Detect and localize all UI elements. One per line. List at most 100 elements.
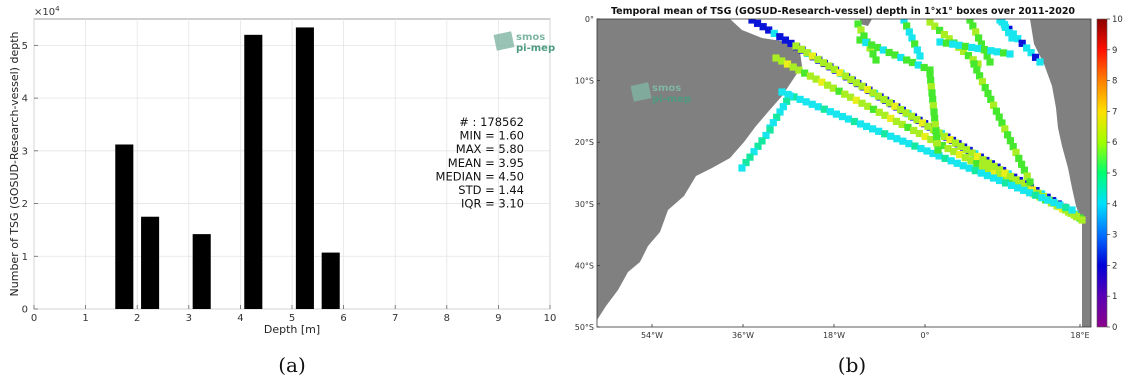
lon-tick-label: 18°W xyxy=(823,331,845,340)
track-cell xyxy=(880,95,888,104)
track-cell xyxy=(960,47,968,55)
track-cell xyxy=(748,19,756,24)
colorbar-tick-label: 8 xyxy=(1112,77,1117,87)
track-cell xyxy=(934,146,942,154)
track-cell xyxy=(973,152,982,161)
track-cell xyxy=(996,172,1004,180)
track-cell xyxy=(940,31,948,39)
track-cell xyxy=(1017,179,1026,187)
colorbar xyxy=(1096,18,1108,328)
colorbar-tick-label: 4 xyxy=(1112,200,1117,210)
histogram-y-label: Number of TSG (GOSUD-Research-vessel) de… xyxy=(8,31,21,296)
histogram-bar xyxy=(141,216,160,309)
track-cell xyxy=(995,166,1004,174)
track-cell xyxy=(1001,179,1010,187)
track-cell xyxy=(971,167,979,175)
track-cell xyxy=(879,46,887,54)
track-cell xyxy=(857,26,865,34)
x-tick-label: 4 xyxy=(237,313,243,324)
logo-mark xyxy=(493,31,515,51)
track-cell xyxy=(772,54,780,62)
track-cell xyxy=(998,119,1006,127)
track-cell xyxy=(976,72,984,80)
track-cell xyxy=(830,65,839,74)
colorbar-tick-label: 1 xyxy=(1112,292,1117,302)
track-cell xyxy=(818,78,826,86)
track-cell xyxy=(987,47,995,55)
track-cell xyxy=(1031,53,1040,61)
histogram-x-ticks: 0 1 2 3 4 5 6 7 8 9 10 xyxy=(31,305,556,324)
track-cell xyxy=(1038,194,1046,202)
track-cell xyxy=(898,120,906,129)
track-cell xyxy=(893,135,901,143)
track-cell xyxy=(1001,125,1009,133)
smos-logo-b: smos pi-mep xyxy=(630,82,691,105)
track-cell xyxy=(990,101,998,109)
track-cell xyxy=(776,108,784,116)
track-cell xyxy=(940,132,949,140)
track-cell xyxy=(746,153,754,161)
track-cell xyxy=(858,82,866,90)
track-cell xyxy=(860,32,868,40)
track-cell xyxy=(854,20,862,28)
y-tick-label: 2 xyxy=(22,199,28,210)
track-cell xyxy=(1009,30,1017,38)
colorbar-tick-label: 10 xyxy=(1112,15,1123,25)
track-cell xyxy=(738,164,746,172)
track-cell xyxy=(846,93,855,101)
stat-line: MEAN = 3.95 xyxy=(448,156,524,170)
track-cell xyxy=(987,95,995,103)
track-cell xyxy=(913,46,921,54)
x-tick-label: 1 xyxy=(82,313,88,324)
track-cell xyxy=(984,166,992,174)
track-cell xyxy=(1026,189,1034,197)
track-cell xyxy=(973,160,981,168)
track-cell xyxy=(869,125,877,133)
track-cell xyxy=(896,105,905,114)
track-cell xyxy=(1023,44,1031,52)
track-cell xyxy=(978,163,987,171)
track-cell xyxy=(892,117,901,125)
track-cell xyxy=(900,19,908,24)
track-cell xyxy=(1005,29,1013,37)
track-cell xyxy=(990,169,998,177)
track-cell xyxy=(984,159,993,167)
track-cell xyxy=(808,52,817,60)
smos-logo-a: smos pi-mep xyxy=(493,31,555,54)
track-cell xyxy=(856,120,865,128)
track-cell xyxy=(826,108,834,116)
histogram-y-ticks: 0 1 2 3 4 5 xyxy=(22,41,38,316)
track-cell xyxy=(980,46,989,54)
track-cell xyxy=(783,97,791,105)
track-cell xyxy=(955,41,963,49)
histogram-bar xyxy=(115,144,134,309)
track-cell xyxy=(977,40,986,48)
track-cell xyxy=(820,105,828,113)
track-cell xyxy=(750,148,758,156)
logo-line1: smos xyxy=(516,32,545,43)
track-cell xyxy=(908,58,917,67)
lat-tick-label: 20°S xyxy=(575,138,594,147)
track-cell xyxy=(950,147,958,156)
logo-line1: smos xyxy=(652,83,681,94)
track-cell xyxy=(856,36,864,44)
lat-tick-label: 40°S xyxy=(575,261,594,270)
track-cell xyxy=(814,103,822,111)
track-cell xyxy=(802,98,810,106)
track-cell xyxy=(836,69,844,77)
track-cell xyxy=(1006,172,1015,181)
track-cell xyxy=(973,66,981,74)
track-cell xyxy=(1014,184,1022,192)
lat-tick-label: 50°S xyxy=(575,323,594,332)
track-cell xyxy=(935,152,943,160)
map-data-cells xyxy=(738,19,1086,224)
track-cell xyxy=(932,127,940,135)
track-cell xyxy=(957,142,965,150)
track-cell xyxy=(1020,166,1028,174)
track-cell xyxy=(984,89,992,98)
track-cell xyxy=(881,111,889,119)
track-cell xyxy=(797,45,806,53)
track-cell xyxy=(897,53,905,62)
track-cell xyxy=(907,112,916,120)
y-tick-label: 5 xyxy=(22,41,28,52)
